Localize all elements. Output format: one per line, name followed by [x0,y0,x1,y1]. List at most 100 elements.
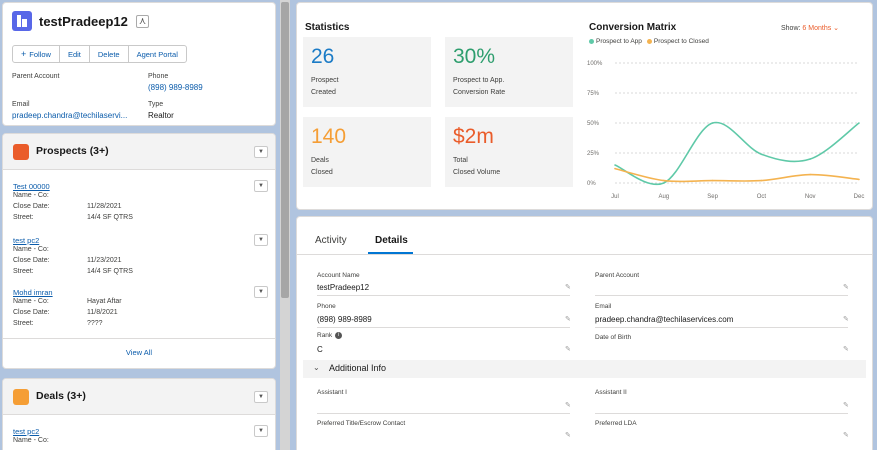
stat-label: Closed Volume [453,169,501,176]
record-field-label: Name - Co: [13,192,49,199]
edit-button[interactable]: Edit [58,45,90,63]
scrollbar-thumb[interactable] [281,2,289,298]
chevron-down-icon: ▼ [258,394,264,400]
prospect-record-link[interactable]: Test 00000 [13,182,50,191]
legend-item: Prospect to App [589,38,642,45]
phone-link[interactable]: (898) 989-8989 [148,83,203,92]
divider [595,327,848,328]
email-link[interactable]: pradeep.chandra@techilaservi... [12,111,128,120]
pencil-icon[interactable]: ✎ [565,432,571,439]
x-tick-label: Oct [757,194,767,200]
tab-activity[interactable]: Activity [315,235,347,246]
deal-row-menu-button[interactable]: ▼ [254,425,268,437]
preferred-title-label: Preferred Title/Escrow Contact [317,420,406,427]
prospects-title[interactable]: Prospects (3+) [36,145,109,157]
stat-label: Created [311,89,336,96]
email-link[interactable]: pradeep.chandra@techilaservices.com [595,315,734,324]
stat-label: Prospect to App. [453,77,505,84]
y-tick-label: 25% [587,151,600,157]
pencil-icon[interactable]: ✎ [843,432,849,439]
prospect-row-menu-button[interactable]: ▼ [254,180,268,192]
prospect-row-menu-button[interactable]: ▼ [254,234,268,246]
record-field-value: 11/8/2021 [87,309,118,316]
legend-dot [646,38,652,44]
data-point [760,179,763,182]
plus-icon: + [21,49,27,59]
deals-title[interactable]: Deals (3+) [36,390,86,402]
record-field-label: Name - Co: [13,437,49,444]
prospect-record-link[interactable]: test pc2 [13,236,40,245]
tab-details[interactable]: Details [375,235,408,246]
additional-info-section-header[interactable]: ⌄ Additional Info [303,360,866,378]
parent-account-label: Parent Account [595,272,640,279]
record-field-label: Close Date: [13,203,50,210]
pencil-icon[interactable]: ✎ [565,402,571,409]
pencil-icon[interactable]: ✎ [843,316,849,323]
period-selected[interactable]: 6 Months [802,25,832,32]
chart-legend: Prospect to App Prospect to Closed [589,38,709,45]
record-field-value: Hayat Aftar [87,298,122,305]
stat-tile-deals: 140 Deals Closed [303,117,431,187]
phone-link[interactable]: (898) 989-8989 [317,315,372,324]
x-tick-label: Sep [707,194,718,200]
y-tick-label: 100% [587,61,603,67]
follow-button[interactable]: + Follow [12,45,60,63]
rank-label: Rank i [317,332,343,339]
info-icon[interactable]: i [335,332,343,339]
pencil-icon[interactable]: ✎ [565,284,571,291]
pencil-icon[interactable]: ✎ [843,346,849,353]
phone-label: Phone [148,73,169,80]
divider [595,413,848,414]
email-label: Email [595,303,612,310]
stat-label: Total [453,157,468,164]
prospects-header: Prospects (3+) ▼ [3,134,275,170]
prospects-menu-button[interactable]: ▼ [254,146,268,158]
data-point [663,179,665,182]
account-header-card: testPradeep12 ⋏ + Follow Edit Delete Agen… [2,2,276,126]
record-field-value: 11/23/2021 [87,257,122,264]
chevron-down-icon[interactable]: ⌄ [833,25,840,32]
prospect-record-link[interactable]: Mohd imran [13,288,53,297]
stat-label: Deals [311,157,329,164]
period-selector[interactable]: Show: 6 Months ⌄ [781,25,840,32]
record-field-value: 11/28/2021 [87,203,122,210]
view-all-link[interactable]: View All [125,348,153,357]
divider [317,295,570,296]
stat-value: 140 [311,125,347,148]
conversion-chart: 100% 75% 50% 25% 0% Jul Aug Sep Oct Nov Dec [587,61,865,200]
record-field-label: Close Date: [13,257,50,264]
data-point [711,179,714,182]
type-label: Type [148,101,164,108]
record-field-label: Street: [13,320,34,327]
prospect-row-menu-button[interactable]: ▼ [254,286,268,298]
chevron-down-icon: ▼ [258,237,264,243]
pencil-icon[interactable]: ✎ [565,316,571,323]
email-label: Email [12,101,30,108]
account-icon [12,11,32,31]
record-field-label: Close Date: [13,309,50,316]
record-field-label: Name - Co: [13,246,49,253]
prospects-icon [13,144,29,160]
chevron-down-icon: ▼ [258,428,264,434]
x-tick-label: Aug [658,194,669,200]
agent-portal-button[interactable]: Agent Portal [127,45,187,63]
x-tick-label: Dec [854,194,865,200]
deals-menu-button[interactable]: ▼ [254,391,268,403]
pencil-icon[interactable]: ✎ [843,284,849,291]
chevron-down-icon: ▼ [258,149,264,155]
pencil-icon[interactable]: ✎ [565,346,571,353]
stat-label: Closed [311,169,333,176]
data-point [711,122,714,124]
record-field-label: Street: [13,214,34,221]
stat-value: 26 [311,45,335,68]
deals-header: Deals (3+) ▼ [3,379,275,415]
data-point [614,164,616,166]
legend-dot [589,38,594,44]
pencil-icon[interactable]: ✎ [843,402,849,409]
delete-button[interactable]: Delete [88,45,129,63]
chevron-down-icon[interactable]: ⌄ [313,363,320,372]
account-name-value: testPradeep12 [317,283,370,292]
deal-record-link[interactable]: test pc2 [13,427,40,436]
hierarchy-icon[interactable]: ⋏ [135,14,150,28]
stat-label: Conversion Rate [453,89,506,96]
